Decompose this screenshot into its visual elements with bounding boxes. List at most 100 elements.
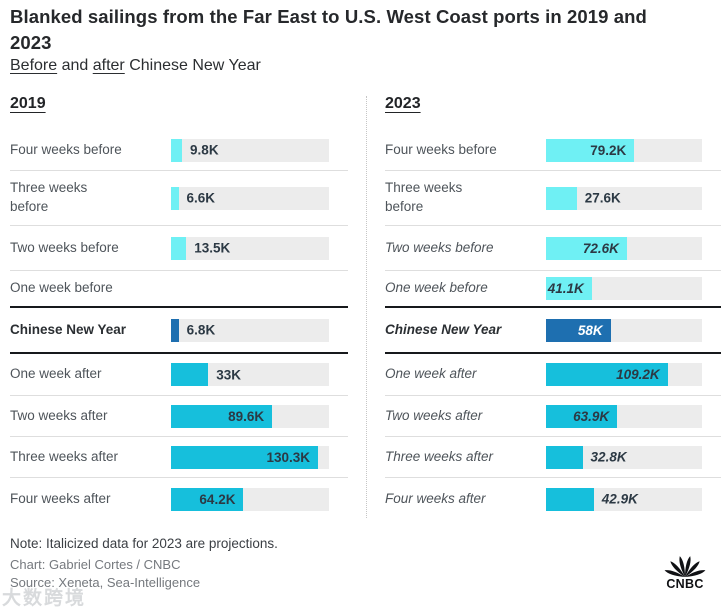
bar-area: 13.5K (171, 236, 348, 260)
bar: 130.3K (171, 445, 319, 469)
bar-area: 27.6K (546, 186, 721, 210)
source-credit: Source: Xeneta, Sea-Intelligence (10, 575, 201, 590)
column-divider-dotted-line (366, 96, 367, 518)
bar (171, 186, 179, 210)
bar-track: 79.2K (546, 138, 702, 162)
chart-row: One week before (10, 271, 348, 308)
column-2023: 2023 Four weeks before 79.2K Three weeks b… (385, 92, 721, 520)
row-label: Four weeks before (385, 141, 497, 157)
chart-row: One week after 109.2K (385, 354, 721, 396)
bar (171, 318, 179, 342)
value-label: 9.8K (190, 142, 219, 158)
chart-row: Four weeks after 42.9K (385, 478, 721, 520)
bar-area: 42.9K (546, 487, 721, 511)
value-label: 64.2K (199, 491, 236, 507)
bar-area: 79.2K (546, 138, 721, 162)
row-label: One week after (10, 366, 102, 382)
chart-row: Three weeks after 32.8K (385, 437, 721, 478)
bar-area: 89.6K (171, 404, 348, 428)
chart-row: One week before 41.1K (385, 271, 721, 308)
rows-2019: Four weeks before 9.8K Three weeks before 6… (10, 130, 348, 520)
bar-area: 109.2K (546, 363, 721, 386)
subtitle-word-after: after (92, 57, 125, 74)
bar-area: 41.1K (546, 277, 721, 300)
bar-area: 64.2K (171, 487, 348, 511)
value-label: 58K (577, 322, 603, 338)
bar-area: 33K (171, 363, 348, 386)
value-label: 6.8K (186, 322, 216, 338)
row-label: Four weeks after (10, 490, 111, 506)
row-label: Chinese New Year (385, 321, 502, 337)
bar-track: 64.2K (171, 487, 329, 511)
footnote: Note: Italicized data for 2023 are proje… (10, 536, 278, 551)
bar-track: 72.6K (546, 236, 702, 260)
value-label: 130.3K (266, 449, 311, 465)
chart-row: Four weeks before 9.8K (10, 130, 348, 171)
bar-area: 6.8K (171, 318, 348, 342)
row-label: One week after (385, 366, 477, 382)
chart-row: Two weeks after 63.9K (385, 396, 721, 437)
row-label: One week before (385, 280, 488, 296)
bar-track: 9.8K (171, 138, 329, 162)
rows-2023: Four weeks before 79.2K Three weeks before… (385, 130, 721, 520)
bar-area: 72.6K (546, 236, 721, 260)
bar: 64.2K (171, 487, 244, 511)
bar-area: 58K (546, 318, 721, 342)
bar-track: 32.8K (546, 445, 702, 469)
bar-area (171, 277, 348, 300)
column-header-2019: 2019 (10, 95, 46, 112)
row-label: Four weeks after (385, 490, 486, 506)
chart-row: Two weeks before 72.6K (385, 226, 721, 271)
value-label: 6.6K (186, 190, 215, 206)
row-label: Two weeks before (10, 239, 119, 255)
bar (171, 236, 187, 260)
row-label: Four weeks before (10, 141, 122, 157)
column-2019: 2019 Four weeks before 9.8K Three weeks be… (10, 92, 348, 520)
chart-row: Chinese New Year 6.8K (10, 308, 348, 354)
chart-subtitle: Before and after Chinese New Year (10, 57, 261, 75)
value-label: 109.2K (616, 367, 660, 382)
bar: 41.1K (546, 277, 592, 300)
cnbc-logo-text: CNBC (666, 577, 704, 591)
bar-track: 42.9K (546, 487, 702, 511)
row-label: Three weeks before (10, 180, 88, 214)
value-label: 33K (216, 367, 241, 382)
bar-track: 6.6K (171, 186, 329, 210)
chart-row: Three weeks before 27.6K (385, 171, 721, 226)
bar-track: 89.6K (171, 404, 329, 428)
bar-area: 130.3K (171, 445, 348, 469)
cnbc-logo: CNBC (661, 551, 709, 591)
bar-track: 13.5K (171, 236, 329, 260)
bar (546, 445, 583, 469)
bar: 63.9K (546, 404, 618, 428)
watermark: 大数跨境 (2, 588, 87, 609)
row-label: Two weeks after (385, 407, 483, 423)
bar: 89.6K (171, 404, 273, 428)
bar-track: 6.8K (171, 318, 329, 342)
bar-track: 33K (171, 363, 329, 386)
row-label: Three weeks after (385, 448, 494, 464)
bar-track: 130.3K (171, 445, 329, 469)
chart-row: Two weeks before 13.5K (10, 226, 348, 271)
subtitle-word-before: Before (10, 57, 58, 74)
chart-row: Four weeks after 64.2K (10, 478, 348, 520)
value-label: 42.9K (601, 491, 638, 507)
chart-row: Four weeks before 79.2K (385, 130, 721, 171)
chart-row: Three weeks before 6.6K (10, 171, 348, 226)
row-label: Chinese New Year (10, 321, 127, 337)
chart-credit: Chart: Gabriel Cortes / CNBC (10, 557, 181, 572)
bar-track: 109.2K (546, 363, 702, 386)
bar (171, 363, 209, 386)
bar (171, 138, 183, 162)
value-label: 27.6K (584, 190, 621, 206)
bar-track: 41.1K (546, 277, 702, 300)
row-label: Two weeks before (385, 239, 494, 255)
row-label: Three weeks after (10, 448, 119, 464)
bar-area: 32.8K (546, 445, 721, 469)
peacock-icon (661, 551, 709, 578)
value-label: 32.8K (590, 449, 627, 465)
bar-area: 63.9K (546, 404, 721, 428)
row-label: One week before (10, 280, 113, 296)
bar-track: 27.6K (546, 186, 702, 210)
value-label: 89.6K (228, 408, 265, 424)
